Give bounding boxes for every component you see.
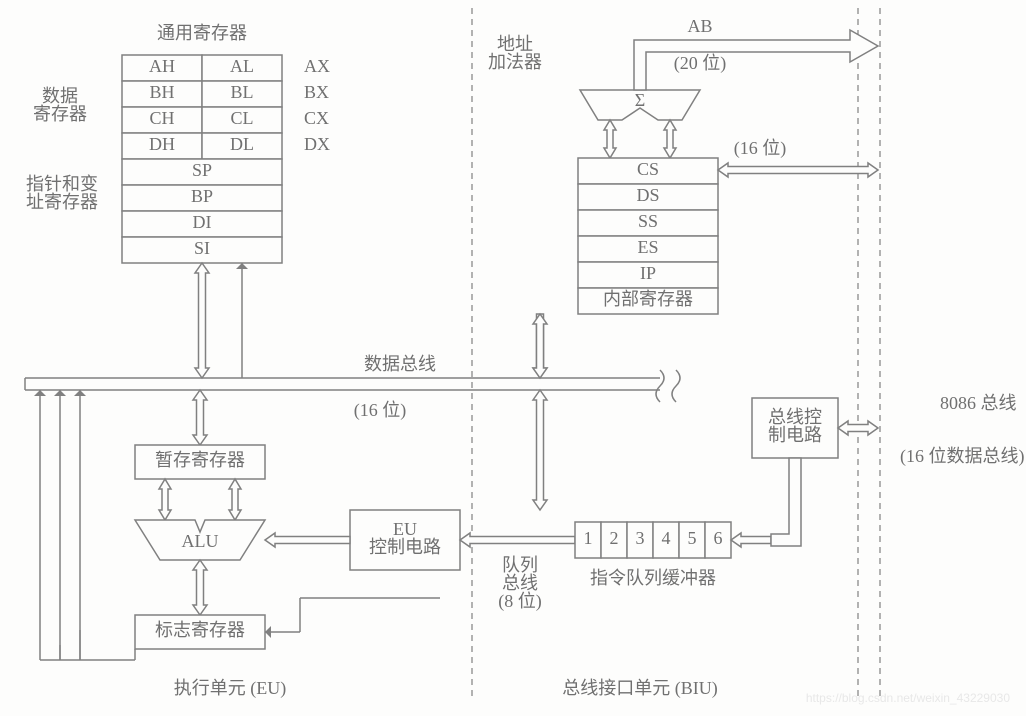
svg-text:(16 位): (16 位) [734, 138, 787, 159]
svg-text:IP: IP [640, 263, 656, 283]
svg-text:BP: BP [191, 186, 213, 206]
svg-text:DI: DI [193, 212, 212, 232]
svg-text:4: 4 [662, 528, 671, 548]
svg-text:数据寄存器: 数据寄存器 [33, 86, 87, 124]
svg-text:1: 1 [584, 528, 593, 548]
svg-text:SS: SS [638, 211, 658, 231]
svg-text:队列总线(8 位): 队列总线(8 位) [498, 555, 542, 612]
svg-text:执行单元 (EU): 执行单元 (EU) [174, 678, 286, 699]
svg-text:暂存寄存器: 暂存寄存器 [155, 450, 245, 470]
svg-text:ES: ES [637, 237, 658, 257]
svg-text:DS: DS [636, 185, 659, 205]
svg-text:AX: AX [304, 56, 330, 76]
svg-text:2: 2 [610, 528, 619, 548]
svg-text:BL: BL [230, 82, 253, 102]
svg-text:6: 6 [714, 528, 723, 548]
svg-text:DL: DL [230, 134, 254, 154]
svg-text:DH: DH [149, 134, 175, 154]
svg-text:数据总线: 数据总线 [364, 354, 436, 374]
svg-text:https://blog.csdn.net/weixin_4: https://blog.csdn.net/weixin_43229030 [806, 691, 1010, 705]
svg-text:SI: SI [194, 238, 210, 258]
svg-text:内部寄存器: 内部寄存器 [603, 289, 693, 309]
svg-text:标志寄存器: 标志寄存器 [155, 620, 245, 640]
svg-text:CX: CX [304, 108, 329, 128]
svg-text:8086 总线: 8086 总线 [940, 393, 1017, 413]
svg-text:5: 5 [688, 528, 697, 548]
svg-text:(16 位): (16 位) [354, 400, 407, 421]
svg-text:ALU: ALU [182, 531, 219, 551]
svg-text:Σ: Σ [635, 90, 645, 110]
svg-text:AH: AH [149, 56, 175, 76]
svg-text:AL: AL [230, 56, 254, 76]
svg-text:CL: CL [230, 108, 253, 128]
svg-text:CS: CS [637, 159, 659, 179]
svg-text:SP: SP [192, 160, 212, 180]
svg-text:(20 位): (20 位) [674, 53, 727, 74]
svg-text:总线接口单元 (BIU): 总线接口单元 (BIU) [562, 678, 718, 699]
svg-text:总线控制电路: 总线控制电路 [768, 407, 822, 445]
svg-text:指令队列缓冲器: 指令队列缓冲器 [590, 568, 716, 588]
svg-text:地址加法器: 地址加法器 [488, 34, 542, 72]
svg-text:(16 位数据总线): (16 位数据总线) [900, 446, 1025, 467]
svg-text:指针和变址寄存器: 指针和变址寄存器 [26, 174, 98, 212]
svg-text:CH: CH [149, 108, 174, 128]
svg-text:BH: BH [149, 82, 174, 102]
svg-text:通用寄存器: 通用寄存器 [157, 23, 247, 43]
svg-text:AB: AB [687, 16, 712, 36]
svg-text:DX: DX [304, 134, 330, 154]
svg-text:BX: BX [304, 82, 329, 102]
svg-text:3: 3 [636, 528, 645, 548]
